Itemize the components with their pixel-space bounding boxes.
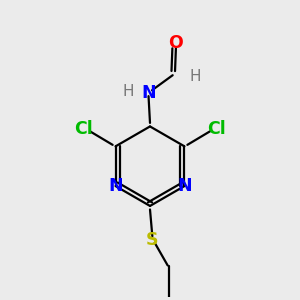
Text: H: H bbox=[122, 84, 134, 99]
Text: Cl: Cl bbox=[207, 120, 226, 138]
Text: Cl: Cl bbox=[74, 120, 93, 138]
Text: N: N bbox=[108, 177, 123, 195]
Text: H: H bbox=[190, 69, 201, 84]
Text: S: S bbox=[146, 231, 159, 249]
Text: O: O bbox=[169, 34, 183, 52]
Text: N: N bbox=[177, 177, 192, 195]
Text: N: N bbox=[141, 84, 156, 102]
